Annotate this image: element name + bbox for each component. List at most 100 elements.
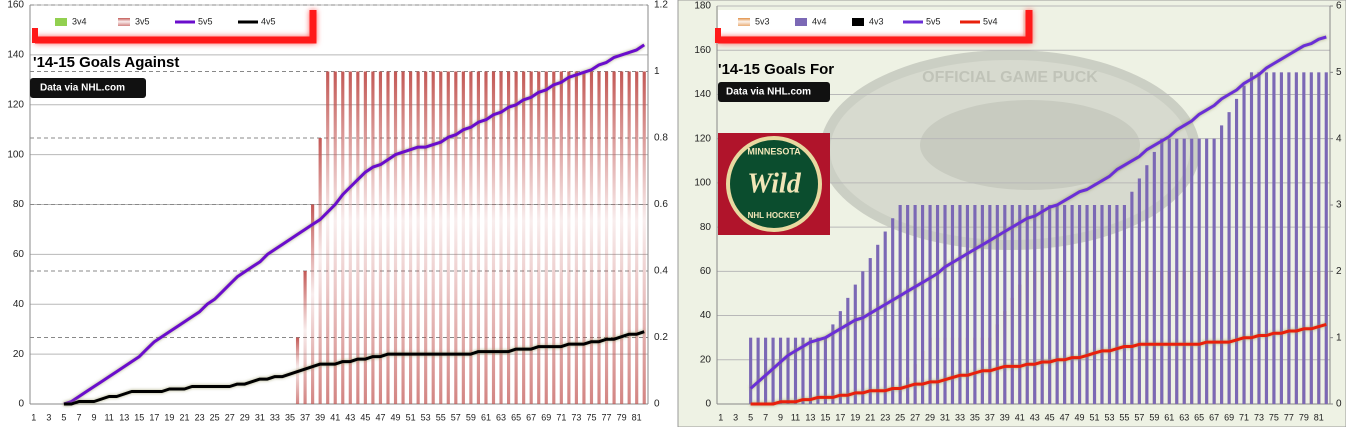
x-tick-label: 71 [1239, 412, 1249, 422]
bar [1257, 72, 1261, 404]
x-tick-label: 49 [391, 412, 401, 422]
bar [876, 244, 880, 404]
bar [318, 138, 322, 404]
legend-swatch [852, 18, 864, 26]
x-tick-label: 73 [571, 412, 581, 422]
x-tick-label: 3 [733, 412, 738, 422]
bar [476, 71, 481, 404]
bar [635, 71, 639, 404]
bar [499, 71, 503, 404]
x-tick-label: 63 [1179, 412, 1189, 422]
bar [1294, 72, 1298, 404]
x-tick-label: 51 [1090, 412, 1100, 422]
bar [771, 337, 775, 404]
y2-tick-label: 1 [1336, 332, 1342, 343]
x-tick-label: 67 [1209, 412, 1219, 422]
bar [371, 71, 375, 404]
y-tick-label: 180 [694, 1, 711, 12]
bar [1264, 72, 1269, 404]
bar [574, 71, 578, 404]
y2-tick-label: 0 [1336, 399, 1342, 410]
x-tick-label: 29 [925, 412, 935, 422]
bar [484, 71, 488, 404]
bar [386, 71, 390, 404]
x-tick-label: 63 [496, 412, 506, 422]
bar [913, 205, 917, 404]
x-tick-label: 53 [1104, 412, 1114, 422]
puck-face [820, 50, 1200, 250]
y2-tick-label: 0 [654, 399, 660, 410]
x-tick-label: 37 [300, 412, 310, 422]
bar [567, 71, 571, 404]
x-tick-label: 73 [1254, 412, 1264, 422]
bar [1249, 72, 1254, 404]
y-tick-label: 40 [13, 299, 25, 310]
bar [612, 71, 616, 404]
x-tick-label: 55 [1119, 412, 1129, 422]
bar [620, 71, 624, 404]
x-tick-label: 77 [602, 412, 612, 422]
x-tick-label: 67 [526, 412, 536, 422]
bar [1033, 205, 1037, 404]
x-tick-label: 19 [850, 412, 860, 422]
legend-swatch [118, 18, 130, 26]
legend-label: 4v4 [812, 16, 827, 26]
chart-title: '14-15 Goals Against [33, 54, 179, 71]
x-tick-label: 79 [617, 412, 627, 422]
bar [1010, 205, 1014, 404]
bar [801, 337, 805, 404]
x-tick-label: 47 [375, 412, 385, 422]
x-tick-label: 29 [240, 412, 250, 422]
x-tick-label: 59 [466, 412, 476, 422]
y-tick-label: 140 [694, 89, 711, 100]
bar [491, 71, 496, 404]
line [750, 322, 1327, 406]
x-tick-label: 27 [910, 412, 920, 422]
x-tick-label: 39 [315, 412, 325, 422]
bar [1220, 125, 1224, 405]
bar [1287, 72, 1291, 404]
logo-circle [726, 136, 822, 232]
bar [1212, 138, 1216, 404]
x-tick-label: 49 [1075, 412, 1085, 422]
legend-frame [35, 10, 317, 44]
y2-tick-label: 4 [1336, 133, 1342, 144]
bar [461, 71, 465, 404]
bar [401, 71, 405, 404]
x-tick-label: 61 [1164, 412, 1174, 422]
bar [1018, 205, 1022, 404]
x-tick-label: 55 [436, 412, 446, 422]
x-tick-label: 41 [1015, 412, 1025, 422]
puck-center [920, 100, 1140, 190]
y-tick-label: 140 [7, 50, 24, 61]
x-tick-label: 47 [1060, 412, 1070, 422]
x-tick-label: 21 [865, 412, 875, 422]
bar [988, 205, 992, 404]
bar [883, 231, 887, 404]
bar [831, 324, 835, 404]
x-tick-label: 59 [1149, 412, 1159, 422]
x-tick-label: 69 [1224, 412, 1234, 422]
x-tick-label: 45 [1045, 412, 1055, 422]
bar [552, 71, 556, 404]
legend-label: 4v5 [261, 16, 276, 26]
bar [891, 218, 895, 404]
bar [1100, 205, 1104, 404]
bar [995, 205, 999, 404]
x-tick-label: 5 [748, 412, 753, 422]
bar [341, 71, 345, 404]
bar [1003, 205, 1007, 404]
bar [431, 71, 435, 404]
bar [965, 205, 970, 404]
bar [764, 337, 768, 404]
x-tick-label: 27 [225, 412, 235, 422]
bar [928, 205, 932, 404]
x-tick-label: 9 [92, 412, 97, 422]
x-tick-label: 21 [179, 412, 189, 422]
bar [1025, 205, 1029, 404]
x-tick-label: 25 [210, 412, 220, 422]
bar [1324, 72, 1328, 404]
bar [1130, 191, 1134, 404]
x-tick-label: 1 [31, 412, 36, 422]
